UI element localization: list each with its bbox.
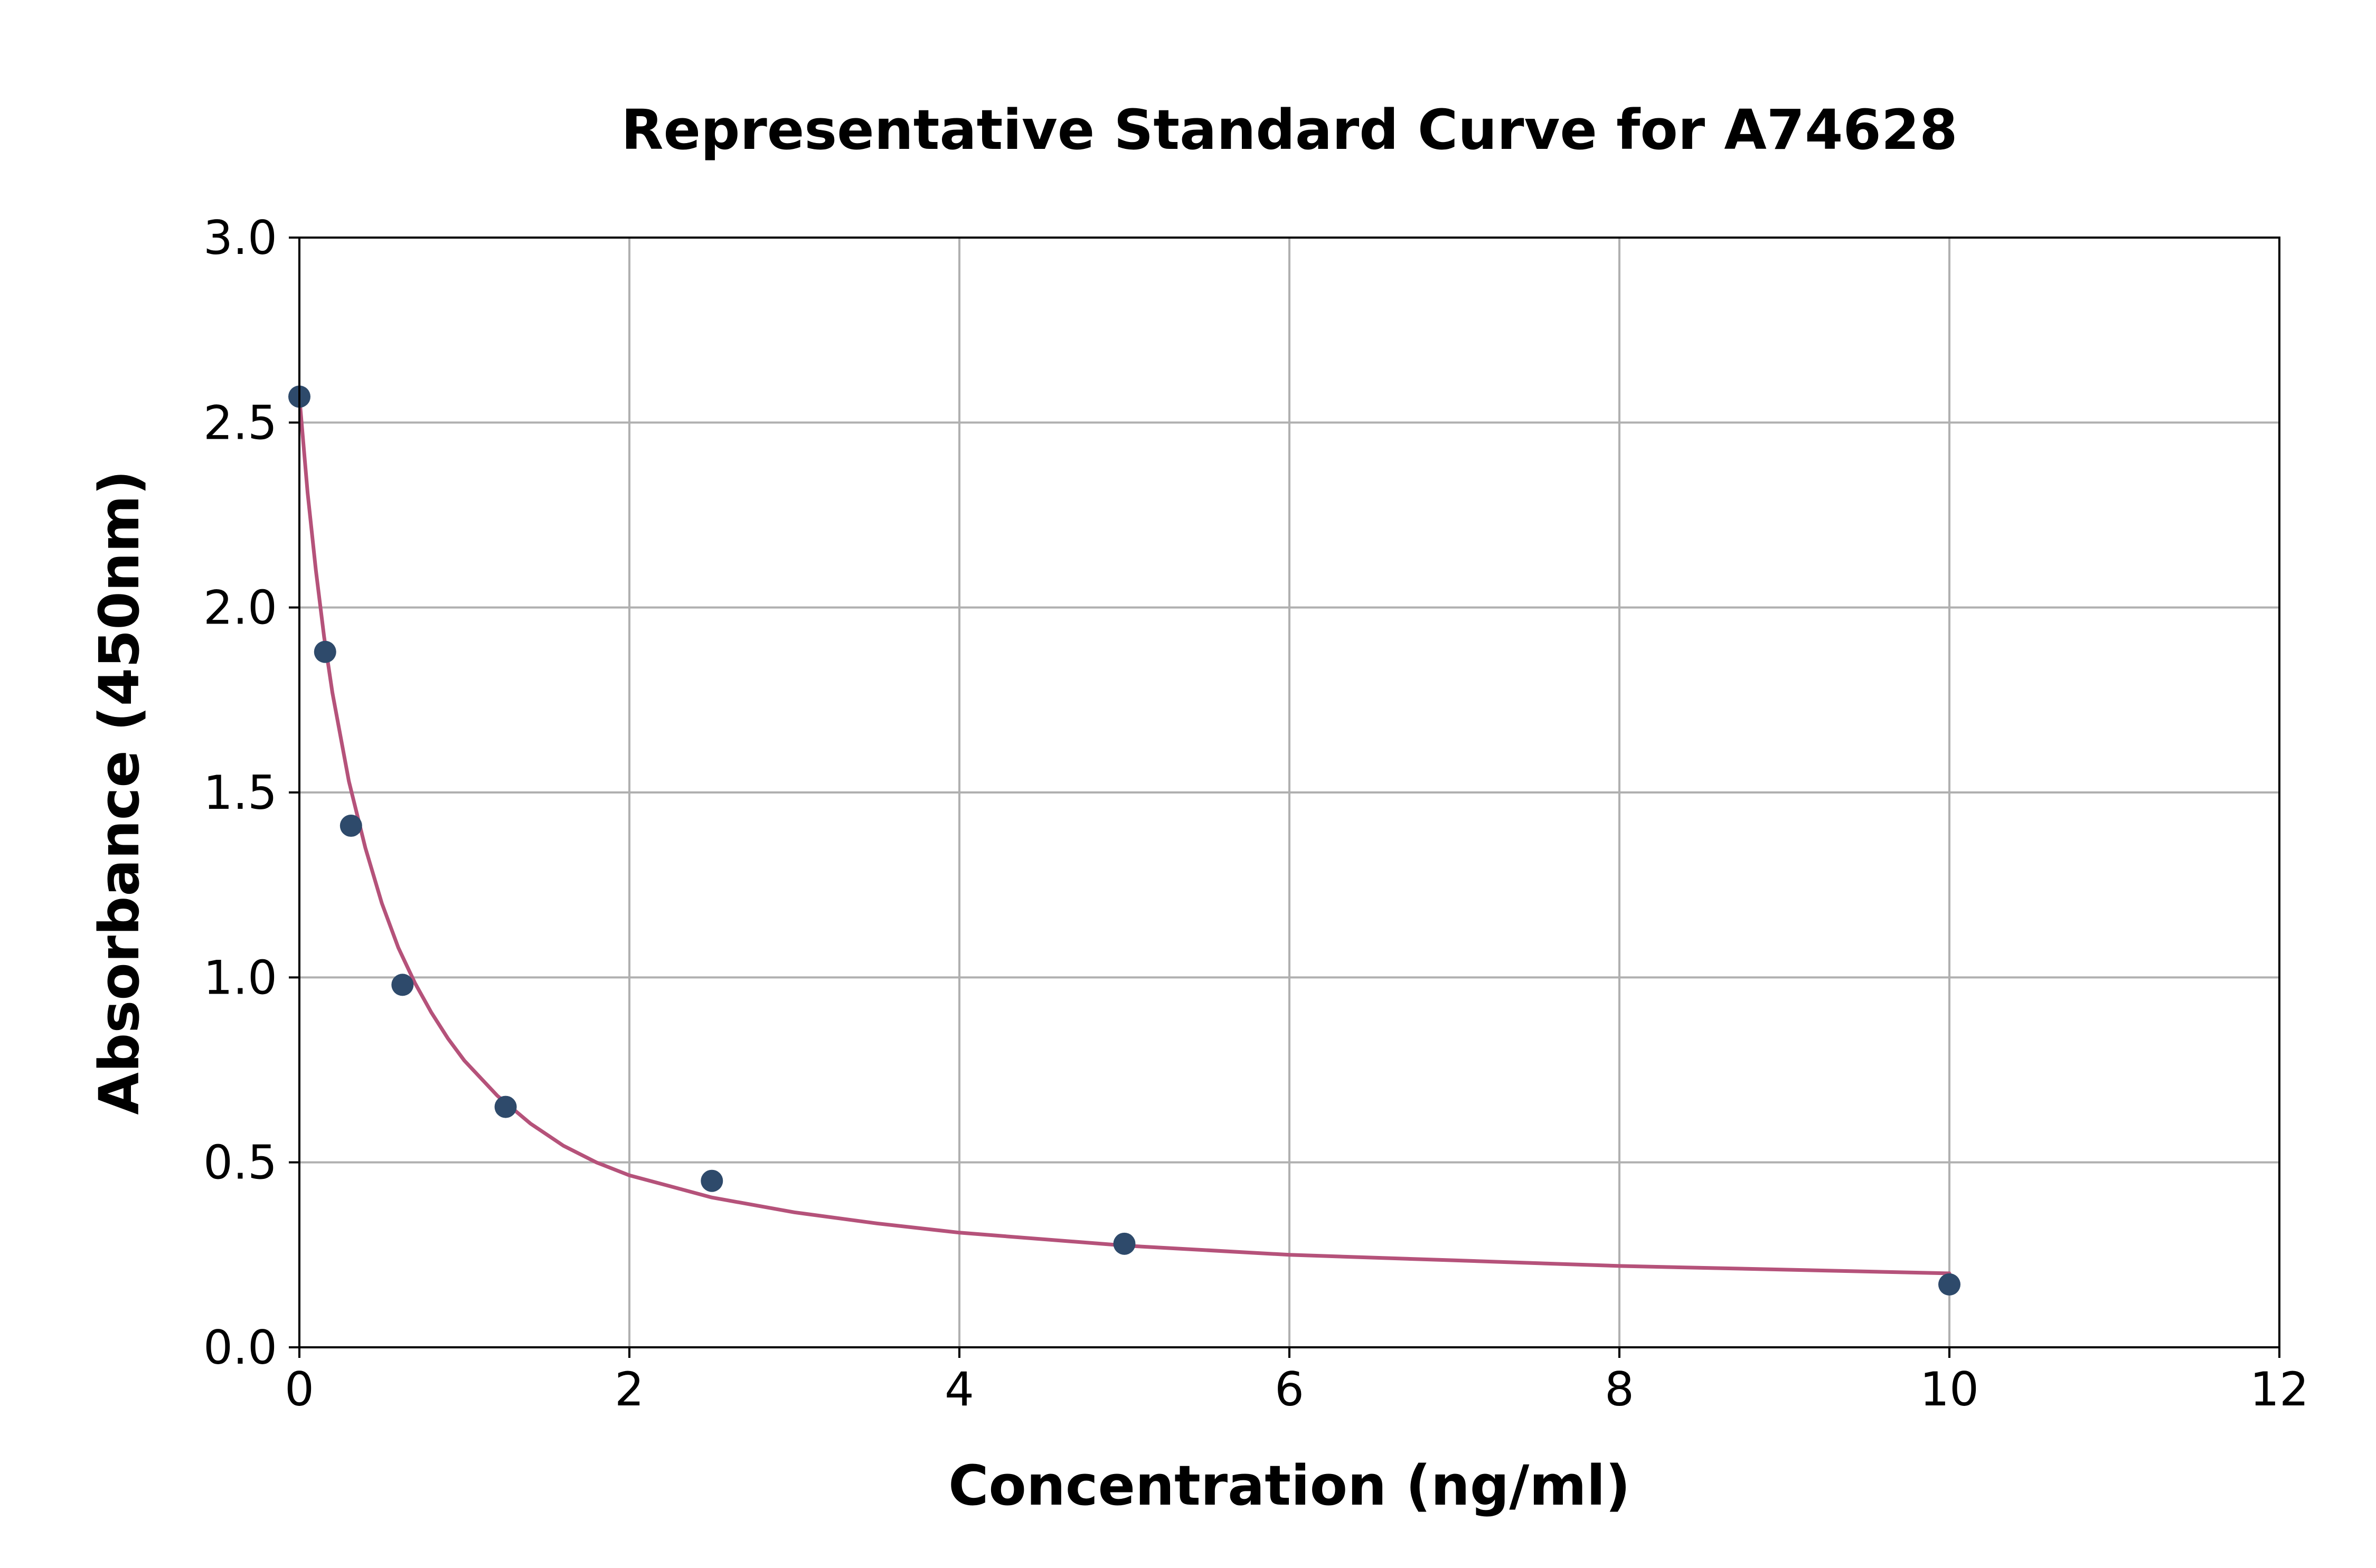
x-tick-label: 6	[1275, 1362, 1304, 1416]
y-tick-label: 1.5	[203, 766, 277, 820]
x-tick-label: 12	[2250, 1362, 2309, 1416]
y-tick-label: 2.0	[203, 581, 277, 635]
data-point	[1938, 1273, 1960, 1296]
x-axis-ticks: 0 2 4 6 8 10 12	[285, 1347, 2309, 1416]
data-point	[1113, 1232, 1136, 1255]
x-tick-label: 8	[1605, 1362, 1634, 1416]
chart-title: Representative Standard Curve for A74628	[621, 98, 1957, 162]
y-tick-label: 3.0	[203, 211, 277, 265]
y-tick-label: 0.0	[203, 1320, 277, 1375]
grid-lines	[299, 238, 2279, 1347]
y-axis-label: Absorbance (450nm)	[87, 470, 152, 1114]
x-tick-label: 0	[285, 1362, 314, 1416]
data-point	[340, 815, 362, 837]
y-axis-ticks: 0.0 0.5 1.0 1.5 2.0 2.5 3.0	[203, 211, 299, 1375]
x-tick-label: 4	[945, 1362, 974, 1416]
x-tick-label: 2	[615, 1362, 644, 1416]
y-tick-label: 0.5	[203, 1136, 277, 1190]
x-tick-label: 10	[1920, 1362, 1979, 1416]
data-point	[701, 1169, 723, 1192]
data-point	[494, 1095, 517, 1118]
y-tick-label: 2.5	[203, 395, 277, 450]
y-tick-label: 1.0	[203, 950, 277, 1005]
x-axis-label: Concentration (ng/ml)	[948, 1453, 1630, 1518]
data-point	[391, 974, 414, 996]
data-point	[314, 640, 336, 663]
